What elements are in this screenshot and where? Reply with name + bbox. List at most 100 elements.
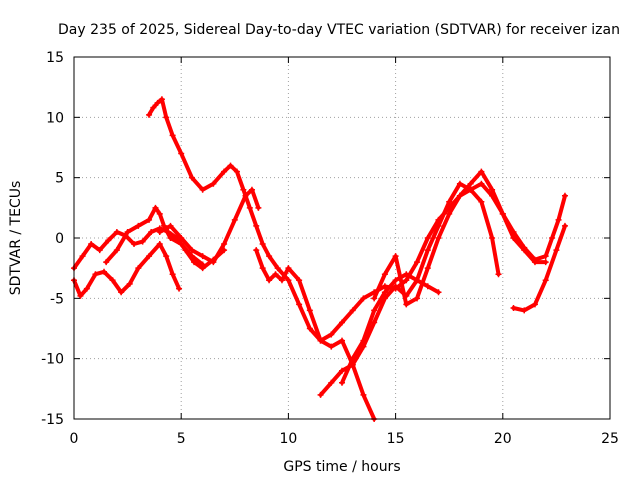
x-tick-label: 10	[279, 431, 297, 447]
data-point-marker	[156, 228, 163, 235]
data-point-marker	[178, 235, 185, 241]
data-point-marker	[96, 247, 103, 254]
data-point-marker	[456, 192, 463, 199]
data-point-marker	[266, 277, 273, 284]
data-point-marker	[152, 204, 159, 211]
data-point-marker	[285, 265, 292, 272]
data-point-marker	[272, 271, 279, 278]
data-point-marker	[199, 261, 206, 268]
data-point-marker	[392, 283, 399, 290]
y-tick-label: 0	[55, 231, 64, 247]
series-track-7	[318, 181, 501, 397]
data-point-marker	[101, 268, 108, 275]
data-point-marker	[124, 228, 131, 235]
data-point-marker	[306, 307, 313, 314]
series-track-1	[72, 242, 182, 298]
data-point-marker	[381, 289, 388, 296]
y-tick-label: -15	[41, 412, 64, 428]
data-point-marker	[424, 247, 431, 254]
data-point-marker	[349, 307, 356, 314]
data-point-marker	[521, 307, 528, 314]
data-point-marker	[403, 277, 410, 284]
data-point-marker	[242, 192, 249, 199]
data-point-marker	[435, 222, 442, 229]
data-point-marker	[446, 210, 453, 217]
data-point-marker	[296, 277, 303, 284]
series-track-3	[104, 205, 205, 267]
data-point-marker	[156, 210, 163, 217]
data-point-marker	[360, 391, 367, 398]
data-point-marker	[278, 277, 285, 284]
data-point-marker	[317, 391, 324, 398]
data-point-marker	[139, 238, 146, 245]
data-point-marker	[167, 235, 174, 241]
data-point-marker	[156, 241, 163, 248]
data-point-marker	[253, 222, 260, 229]
data-point-marker	[77, 292, 84, 299]
data-point-marker	[561, 222, 568, 229]
data-point-marker	[221, 241, 228, 248]
data-point-marker	[231, 216, 238, 223]
x-tick-label: 5	[177, 431, 186, 447]
data-point-marker	[381, 283, 388, 290]
data-point-marker	[510, 235, 517, 241]
data-point-marker	[531, 259, 538, 266]
data-point-marker	[227, 162, 234, 169]
data-point-marker	[435, 235, 442, 241]
data-point-marker	[178, 241, 185, 248]
series-track-10	[511, 223, 567, 313]
data-point-marker	[135, 222, 142, 229]
data-point-marker	[306, 325, 313, 332]
data-point-marker	[163, 253, 170, 260]
data-point-marker	[531, 301, 538, 308]
data-point-marker	[210, 259, 217, 266]
data-point-marker	[253, 247, 260, 254]
data-point-marker	[499, 210, 506, 217]
data-point-marker	[392, 253, 399, 260]
data-point-marker	[167, 222, 174, 229]
data-point-marker	[328, 331, 335, 338]
data-point-marker	[328, 379, 335, 386]
series-layer	[71, 96, 568, 422]
series-track-2	[72, 226, 227, 271]
data-point-marker	[233, 168, 240, 175]
x-tick-label: 20	[494, 431, 512, 447]
y-tick-label: -10	[41, 352, 64, 368]
data-point-marker	[371, 307, 378, 314]
data-point-marker	[371, 295, 378, 302]
data-point-marker	[88, 241, 95, 248]
data-point-marker	[199, 186, 206, 193]
data-point-marker	[148, 228, 155, 235]
data-point-marker	[542, 277, 549, 284]
data-point-marker	[381, 271, 388, 278]
data-point-marker	[126, 280, 133, 287]
data-point-marker	[118, 289, 125, 296]
data-point-marker	[109, 277, 116, 284]
tick-layer: 0 5 10 15 20 25 -15 -10 -5 0 5 10 15	[41, 50, 619, 447]
data-point-marker	[360, 295, 367, 302]
data-point-marker	[210, 180, 217, 187]
data-point-marker	[414, 277, 421, 284]
data-point-marker	[339, 367, 345, 374]
data-point-marker	[555, 216, 562, 223]
data-point-marker	[467, 186, 474, 193]
data-point-marker	[521, 247, 528, 254]
data-point-marker	[339, 379, 345, 386]
data-point-marker	[424, 235, 431, 241]
data-point-marker	[199, 253, 206, 260]
data-point-marker	[542, 253, 549, 260]
data-point-marker	[103, 259, 110, 266]
x-tick-label: 0	[70, 431, 79, 447]
data-point-marker	[456, 180, 463, 187]
data-point-marker	[489, 186, 496, 193]
data-point-marker	[435, 289, 442, 296]
y-tick-label: 10	[46, 110, 64, 126]
data-point-marker	[360, 337, 367, 344]
data-point-marker	[495, 271, 502, 278]
data-point-marker	[510, 304, 517, 311]
data-point-marker	[169, 271, 176, 278]
data-point-marker	[188, 253, 195, 260]
y-tick-label: 15	[46, 50, 64, 66]
data-point-marker	[446, 198, 453, 205]
